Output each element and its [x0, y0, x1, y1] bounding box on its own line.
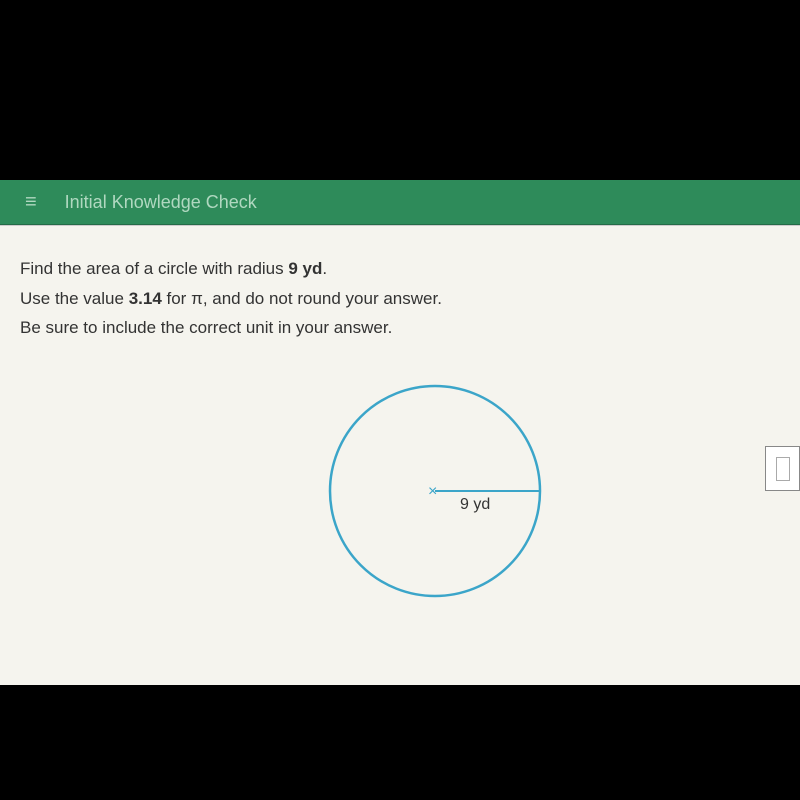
text-fragment: , and do not round your answer. — [203, 289, 442, 308]
problem-line-2: Use the value 3.14 for π, and do not rou… — [20, 286, 780, 312]
answer-input-box[interactable] — [765, 446, 800, 491]
circle-svg: × — [320, 376, 550, 606]
pi-value: 3.14 — [129, 289, 162, 308]
page-title: Initial Knowledge Check — [65, 192, 257, 213]
center-mark: × — [428, 483, 437, 500]
text-fragment: . — [322, 259, 327, 278]
radius-value: 9 yd — [288, 259, 322, 278]
black-bar-bottom — [0, 685, 800, 800]
problem-line-1: Find the area of a circle with radius 9 … — [20, 256, 780, 282]
pi-symbol: π — [191, 289, 203, 308]
problem-text: Find the area of a circle with radius 9 … — [20, 256, 780, 341]
main-content: Find the area of a circle with radius 9 … — [0, 225, 800, 685]
text-fragment: Use the value — [20, 289, 129, 308]
content-wrapper: ≡ Initial Knowledge Check Find the area … — [0, 180, 800, 685]
text-fragment: for — [162, 289, 191, 308]
black-bar-top — [0, 0, 800, 180]
menu-icon[interactable]: ≡ — [25, 191, 35, 214]
problem-line-3: Be sure to include the correct unit in y… — [20, 315, 780, 341]
radius-label: 9 yd — [460, 496, 490, 514]
text-fragment: Find the area of a circle with radius — [20, 259, 288, 278]
header-bar: ≡ Initial Knowledge Check — [0, 180, 800, 225]
circle-diagram: × 9 yd — [320, 376, 550, 606]
answer-placeholder-icon — [776, 457, 790, 481]
